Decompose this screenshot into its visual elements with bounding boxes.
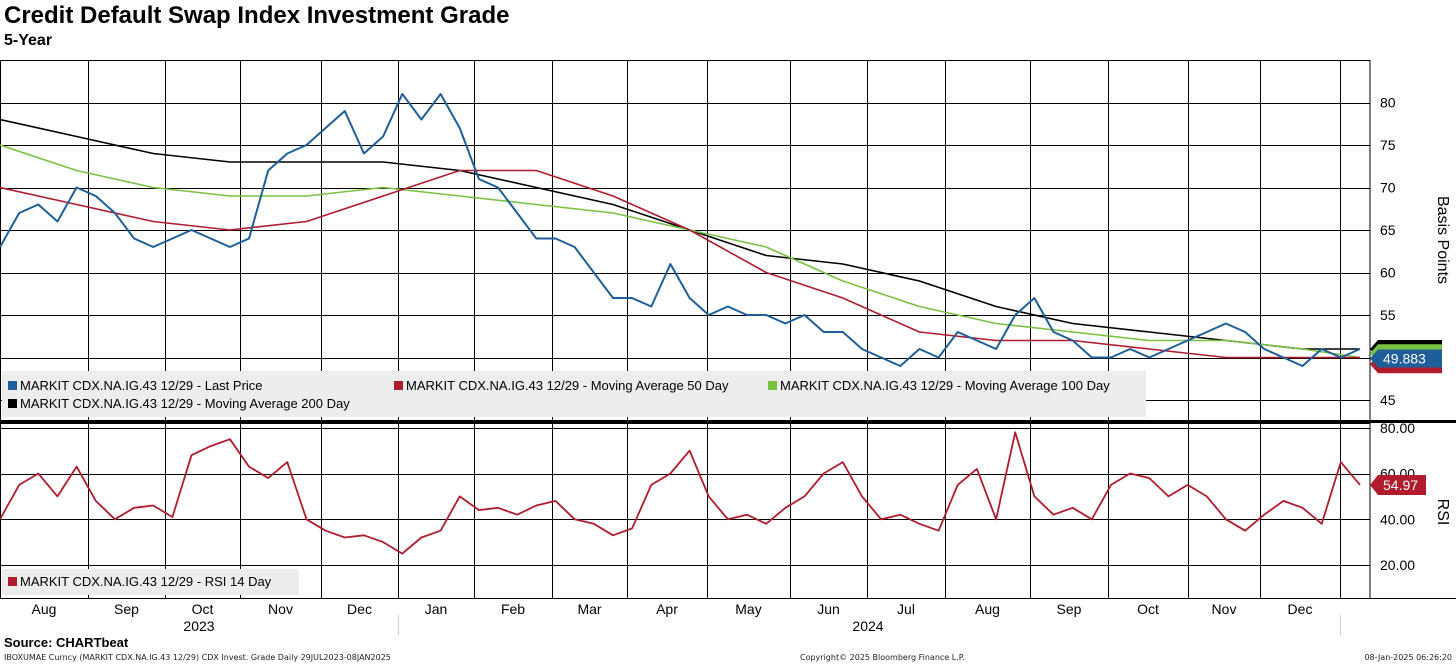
price-panel-border: [0, 60, 1371, 421]
month-label: Sep: [114, 601, 139, 617]
series-line-last_price: [0, 93, 1361, 367]
month-label: Oct: [1137, 601, 1159, 617]
month-label: Nov: [1212, 601, 1237, 617]
month-label: Sep: [1057, 601, 1082, 617]
price-ytick-label: 70: [1380, 180, 1396, 196]
month-label: Nov: [268, 601, 293, 617]
legend-swatch: [8, 399, 17, 408]
legend-label: MARKIT CDX.NA.IG.43 12/29 - Last Price: [20, 378, 263, 393]
month-label: May: [735, 601, 761, 617]
price-ytick-label: 80: [1380, 95, 1396, 111]
price-ytick-label: 75: [1380, 137, 1396, 153]
month-label: Aug: [975, 601, 1000, 617]
month-label: Aug: [32, 601, 57, 617]
price-ytick-label: 55: [1380, 307, 1396, 323]
x-axis: Aug Sep Oct Nov Dec Jan Feb Mar Apr May Jun Jul Aug S…: [32, 601, 1341, 635]
price-ytick-label: 60: [1380, 265, 1396, 281]
legend-swatch: [768, 381, 777, 390]
last-price-value-tag: [1370, 349, 1442, 368]
footer-ticker-info: IBOXUMAE Curncy (MARKIT CDX.NA.IG.43 12/…: [4, 653, 391, 662]
month-label: Feb: [501, 601, 525, 617]
month-label: Mar: [577, 601, 601, 617]
year-label: 2024: [852, 618, 883, 634]
legend-swatch: [394, 381, 403, 390]
price-ytick-label: 65: [1380, 222, 1396, 238]
month-label: Dec: [347, 601, 372, 617]
legend-swatch: [8, 381, 17, 390]
last-price-value: 49.883: [1383, 350, 1426, 366]
chart-title: Credit Default Swap Index Investment Gra…: [4, 2, 510, 29]
series-line-ma200: [0, 118, 1360, 350]
legend-label: MARKIT CDX.NA.IG.43 12/29 - RSI 14 Day: [20, 574, 272, 589]
rsi-legend: MARKIT CDX.NA.IG.43 12/29 - RSI 14 Day: [2, 569, 299, 595]
legend-swatch: [8, 577, 17, 586]
price-legend: MARKIT CDX.NA.IG.43 12/29 - Last Price MA…: [2, 371, 1146, 417]
series-line-ma100: [0, 144, 1361, 359]
panel-divider: [0, 420, 1456, 423]
last-value-tags: 49.883 54.97: [1370, 340, 1442, 495]
rsi-last-value: 54.97: [1383, 477, 1418, 493]
price-ylabel: Basis Points: [1434, 196, 1451, 284]
month-label: Apr: [656, 601, 678, 617]
month-label: Jan: [425, 601, 448, 617]
rsi-value-tag: [1370, 474, 1426, 495]
legend-label: MARKIT CDX.NA.IG.43 12/29 - Moving Avera…: [406, 378, 729, 393]
rsi-ytick-label: 40.00: [1380, 511, 1415, 527]
grid-lines: [0, 60, 1370, 598]
rsi-ytick-label: 20.00: [1380, 557, 1415, 573]
year-label: 2023: [183, 618, 214, 634]
series-line-ma50: [0, 169, 1360, 359]
footer-copyright: Copyright© 2025 Bloomberg Finance L.P.: [800, 653, 965, 662]
source-note: Source: CHARTbeat: [4, 635, 129, 650]
legend-label: MARKIT CDX.NA.IG.43 12/29 - Moving Avera…: [20, 396, 350, 411]
month-label: Jun: [817, 601, 840, 617]
price-ytick-label: 45: [1380, 392, 1396, 408]
rsi-series-layer: [0, 431, 1361, 555]
price-series-layer: [0, 93, 1361, 367]
legend-box: [2, 371, 1146, 417]
month-label: Jul: [897, 601, 915, 617]
month-label: Oct: [192, 601, 214, 617]
footer-timestamp: 08-Jan-2025 06:26:20: [1364, 653, 1452, 662]
chart-subtitle: 5-Year: [4, 32, 53, 49]
legend-label: MARKIT CDX.NA.IG.43 12/29 - Moving Avera…: [780, 378, 1110, 393]
price-y-axis: 45 55 60 65 70 75 80 Basis Points: [1380, 95, 1451, 409]
rsi-ytick-label: 80.00: [1380, 420, 1415, 436]
series-line-rsi: [0, 431, 1361, 555]
legend-box: [2, 569, 299, 595]
month-label: Dec: [1288, 601, 1313, 617]
rsi-ylabel: RSI: [1434, 499, 1451, 526]
